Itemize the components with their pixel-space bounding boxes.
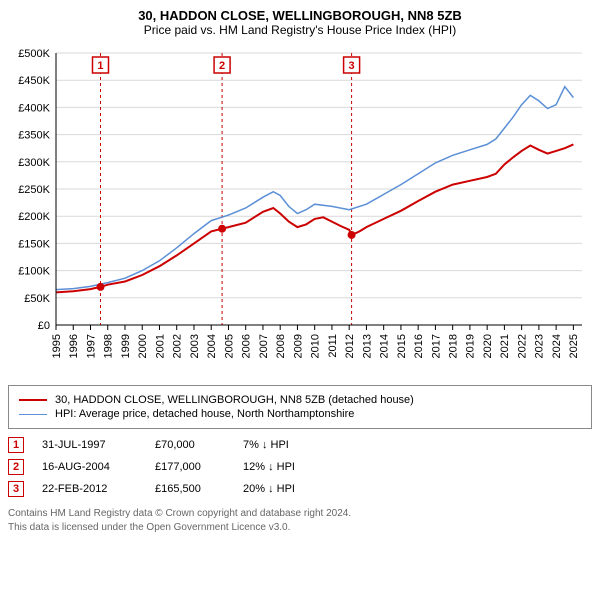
event-date: 16-AUG-2004 [42, 461, 137, 473]
event-hpi-delta: 7% ↓ HPI [243, 439, 289, 451]
event-hpi-delta: 20% ↓ HPI [243, 483, 295, 495]
x-tick-label: 2018 [448, 334, 460, 358]
line-chart: £0 £50K £100K £150K £200K £250K £300K £350K £400… [8, 45, 592, 375]
y-tick-label: £200K [18, 211, 50, 223]
x-tick-label: 2022 [516, 334, 528, 358]
event-date: 31-JUL-1997 [42, 439, 137, 451]
y-tick-label: £250K [18, 184, 50, 196]
legend-label: 30, HADDON CLOSE, WELLINGBOROUGH, NN8 5Z… [55, 394, 414, 406]
event-hpi-delta: 12% ↓ HPI [243, 461, 295, 473]
series-hpi [56, 87, 573, 290]
y-tick-label: £400K [18, 102, 50, 114]
x-tick-label: 2007 [258, 334, 270, 358]
y-tick-label: £500K [18, 48, 50, 60]
event-marker-num: 2 [219, 60, 225, 72]
event-price: £177,000 [155, 461, 225, 473]
sale-point [348, 231, 356, 239]
x-tick-label: 2004 [206, 334, 218, 358]
x-tick-label: 2005 [223, 334, 235, 358]
x-tick-label: 2015 [396, 334, 408, 358]
x-tick-label: 2013 [361, 334, 373, 358]
event-row: 2 16-AUG-2004 £177,000 12% ↓ HPI [8, 459, 592, 475]
footer-line-2: This data is licensed under the Open Gov… [8, 521, 592, 535]
chart-subtitle: Price paid vs. HM Land Registry's House … [8, 23, 592, 37]
event-num: 3 [8, 481, 24, 497]
event-num: 1 [8, 437, 24, 453]
y-tick-label: £50K [24, 293, 50, 305]
legend-item: HPI: Average price, detached house, Nort… [19, 408, 581, 420]
x-tick-label: 1998 [103, 334, 115, 358]
x-tick-label: 2012 [344, 334, 356, 358]
chart-area: £0 £50K £100K £150K £200K £250K £300K £350K £400… [8, 45, 592, 375]
x-tick-label: 2008 [275, 334, 287, 358]
sale-events: 1 31-JUL-1997 £70,000 7% ↓ HPI 2 16-AUG-2004 £… [8, 437, 592, 497]
x-tick-label: 1995 [51, 334, 63, 358]
event-row: 1 31-JUL-1997 £70,000 7% ↓ HPI [8, 437, 592, 453]
x-tick-label: 2020 [482, 334, 494, 358]
legend-label: HPI: Average price, detached house, Nort… [55, 408, 354, 420]
y-tick-label: £100K [18, 266, 50, 278]
y-tick-label: £300K [18, 157, 50, 169]
x-tick-label: 1999 [120, 334, 132, 358]
legend: 30, HADDON CLOSE, WELLINGBOROUGH, NN8 5Z… [8, 385, 592, 429]
x-tick-label: 2000 [137, 334, 149, 358]
chart-title: 30, HADDON CLOSE, WELLINGBOROUGH, NN8 5Z… [8, 8, 592, 23]
x-tick-label: 2025 [568, 334, 580, 358]
legend-swatch [19, 399, 47, 401]
event-num: 2 [8, 459, 24, 475]
footer-line-1: Contains HM Land Registry data © Crown c… [8, 507, 592, 521]
x-tick-label: 2014 [379, 334, 391, 358]
event-marker-num: 3 [349, 60, 355, 72]
y-tick-label: £350K [18, 130, 50, 142]
y-tick-label: £150K [18, 238, 50, 250]
x-tick-label: 2010 [310, 334, 322, 358]
y-tick-label: £0 [38, 320, 50, 332]
x-tick-label: 2021 [499, 334, 511, 358]
event-price: £70,000 [155, 439, 225, 451]
x-tick-label: 2011 [327, 334, 339, 358]
event-marker-num: 1 [97, 60, 103, 72]
x-tick-label: 2019 [465, 334, 477, 358]
x-tick-label: 2003 [189, 334, 201, 358]
event-date: 22-FEB-2012 [42, 483, 137, 495]
x-tick-label: 1997 [85, 334, 97, 358]
x-tick-label: 2017 [430, 334, 442, 358]
event-price: £165,500 [155, 483, 225, 495]
x-tick-label: 2009 [292, 334, 304, 358]
legend-swatch [19, 414, 47, 415]
x-tick-label: 2023 [534, 334, 546, 358]
x-tick-label: 2001 [154, 334, 166, 358]
x-tick-label: 2006 [241, 334, 253, 358]
y-tick-label: £450K [18, 75, 50, 87]
footer-attribution: Contains HM Land Registry data © Crown c… [8, 507, 592, 535]
sale-point [96, 283, 104, 291]
sale-point [218, 225, 226, 233]
x-tick-label: 2024 [551, 334, 563, 358]
x-tick-label: 2016 [413, 334, 425, 358]
legend-item: 30, HADDON CLOSE, WELLINGBOROUGH, NN8 5Z… [19, 394, 581, 406]
x-tick-label: 2002 [172, 334, 184, 358]
event-row: 3 22-FEB-2012 £165,500 20% ↓ HPI [8, 481, 592, 497]
x-tick-label: 1996 [68, 334, 80, 358]
